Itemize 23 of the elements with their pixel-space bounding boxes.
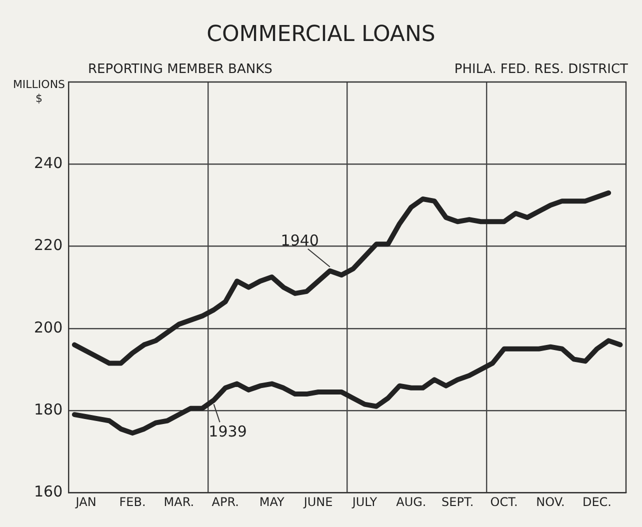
x-tick-label: APR.	[212, 494, 239, 509]
x-tick-label: AUG.	[396, 494, 426, 509]
y-tick-label: 240	[34, 154, 63, 172]
y-tick-label: 200	[34, 318, 63, 336]
y-tick-label: 180	[34, 400, 63, 418]
y-tick-label: 160	[34, 482, 63, 500]
x-tick-label: MAY	[259, 494, 285, 509]
x-tick-label: JULY	[351, 494, 378, 509]
series-label: 1940	[280, 231, 319, 250]
x-tick-label: JAN	[74, 494, 96, 509]
x-tick-label: OCT.	[490, 494, 518, 509]
y-tick-label: 220	[34, 236, 63, 254]
text: PHILA. FED. RES. DISTRICT	[454, 62, 628, 77]
x-tick-label: MAR.	[164, 494, 194, 509]
x-tick-label: FEB.	[119, 494, 146, 509]
x-tick-label: SEPT.	[442, 494, 474, 509]
chart-subtitle: REPORTING MEMBER BANKS	[88, 62, 272, 77]
x-tick-label: NOV.	[536, 494, 565, 509]
series-label: 1939	[208, 422, 247, 441]
y-axis-title: MILLIONS $	[12, 78, 66, 106]
x-tick-label: DEC.	[582, 494, 612, 509]
x-tick-label: JUNE	[302, 494, 333, 509]
chart-title: COMMERCIAL LOANS	[206, 22, 436, 47]
